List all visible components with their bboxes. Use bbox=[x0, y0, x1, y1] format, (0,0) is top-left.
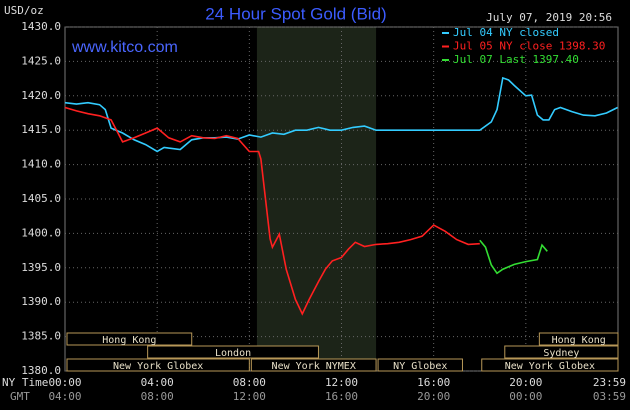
chart-title: 24 Hour Spot Gold (Bid) bbox=[205, 4, 386, 23]
y-axis-label: USD/oz bbox=[4, 4, 44, 17]
session-label: Hong Kong bbox=[552, 335, 606, 346]
session-box bbox=[66, 358, 250, 372]
y-tick-label: 1395.0 bbox=[21, 261, 61, 274]
y-tick-label: 1405.0 bbox=[21, 192, 61, 205]
site-label: www.kitco.com bbox=[71, 39, 178, 56]
session-box bbox=[377, 358, 463, 372]
x2-tick-label: 04:00 bbox=[48, 390, 81, 403]
price-line bbox=[64, 106, 480, 316]
session-box bbox=[538, 332, 619, 346]
session-label: New York Globex bbox=[505, 361, 595, 372]
x2-tick-label: 00:00 bbox=[509, 390, 542, 403]
session-label: Hong Kong bbox=[102, 335, 156, 346]
x-tick-label: 20:00 bbox=[509, 376, 542, 389]
x-tick-label: 16:00 bbox=[417, 376, 450, 389]
session-box bbox=[481, 358, 619, 372]
session-label: NY Globex bbox=[393, 361, 447, 372]
session-label: New York NYMEX bbox=[272, 361, 356, 372]
session-label: New York Globex bbox=[113, 361, 203, 372]
x2-tick-label: 20:00 bbox=[417, 390, 450, 403]
price-line bbox=[64, 76, 618, 153]
session-box bbox=[504, 345, 619, 359]
y-tick-label: 1420.0 bbox=[21, 89, 61, 102]
y-tick-label: 1410.0 bbox=[21, 158, 61, 171]
price-line bbox=[479, 239, 548, 275]
timestamp: July 07, 2019 20:56 bbox=[486, 11, 612, 24]
session-box bbox=[66, 332, 193, 346]
session-label: Sydney bbox=[543, 348, 579, 359]
x2-row-label: GMT bbox=[10, 390, 30, 403]
session-box bbox=[147, 345, 319, 359]
x-tick-label: 08:00 bbox=[233, 376, 266, 389]
x-tick-label: 04:00 bbox=[141, 376, 174, 389]
y-tick-label: 1430.0 bbox=[21, 20, 61, 33]
x2-tick-label: 16:00 bbox=[325, 390, 358, 403]
y-tick-label: 1400.0 bbox=[21, 226, 61, 239]
legend-label: Jul 05 NY close 1398.30 bbox=[453, 40, 605, 53]
legend-label: Jul 04 NY closed bbox=[453, 26, 559, 39]
y-tick-label: 1390.0 bbox=[21, 295, 61, 308]
y-tick-label: 1385.0 bbox=[21, 330, 61, 343]
x2-tick-label: 03:59 bbox=[593, 390, 626, 403]
y-tick-label: 1415.0 bbox=[21, 123, 61, 136]
x-tick-label: 00:00 bbox=[48, 376, 81, 389]
x2-tick-label: 08:00 bbox=[141, 390, 174, 403]
x-tick-label: 12:00 bbox=[325, 376, 358, 389]
x2-tick-label: 12:00 bbox=[233, 390, 266, 403]
y-tick-label: 1425.0 bbox=[21, 54, 61, 67]
session-label: London bbox=[215, 348, 251, 359]
shaded-region bbox=[256, 27, 377, 371]
legend-label: Jul 07 Last 1397.40 bbox=[453, 53, 579, 66]
x-tick-label: 23:59 bbox=[593, 376, 626, 389]
y-tick-label: 1380.0 bbox=[21, 364, 61, 377]
session-box bbox=[250, 358, 377, 372]
x-row-label: NY Time bbox=[2, 376, 48, 389]
